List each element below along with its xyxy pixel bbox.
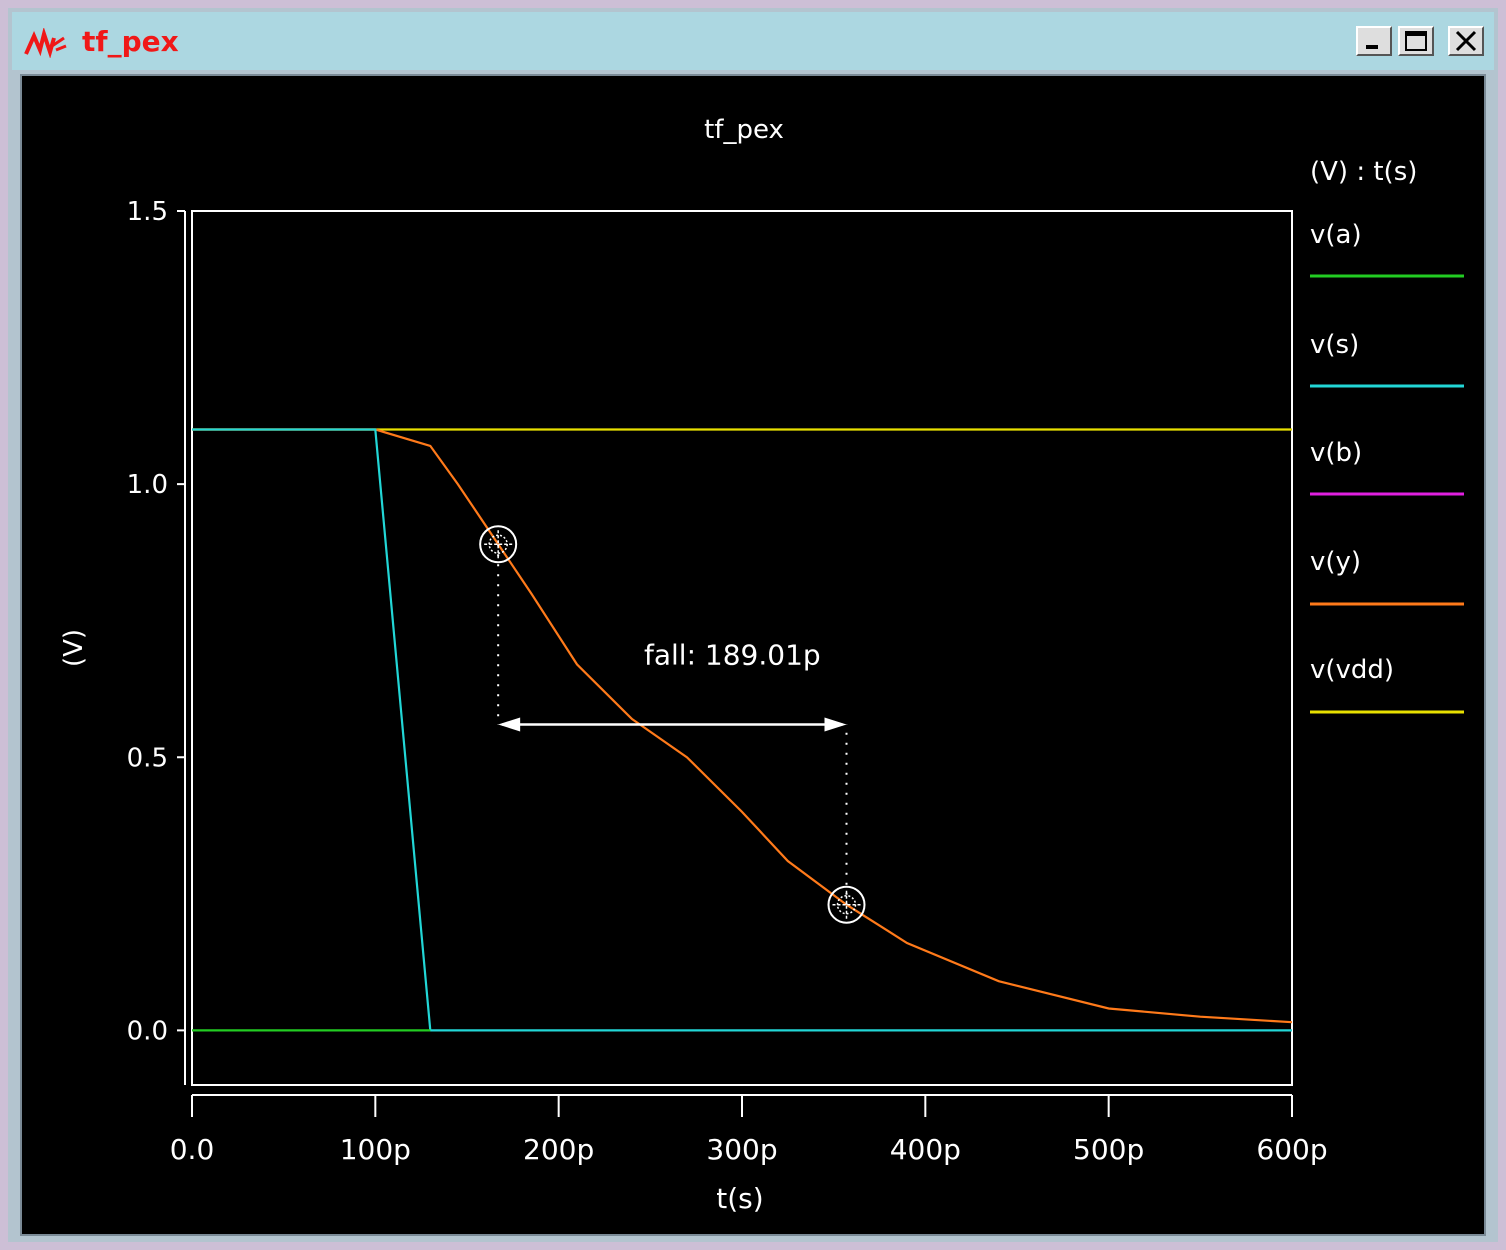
chart-title: tf_pex xyxy=(704,115,784,145)
maximize-button[interactable] xyxy=(1398,26,1434,56)
series-layer xyxy=(192,428,1293,1032)
axes: 0.0 0.5 1.0 1.5 0.0 100p 200p 300p 400p 500p 600p xyxy=(127,197,1328,1166)
app-window: tf_pex tf_pex (V) t(s) (V) : t(s) 0.0 0.5… xyxy=(8,8,1498,1242)
close-button[interactable] xyxy=(1448,26,1484,56)
legend-item[interactable]: v(a) xyxy=(1310,220,1464,278)
x-tick-label: 600p xyxy=(1256,1133,1327,1166)
legend-label: v(a) xyxy=(1310,220,1362,250)
crosshair-ring xyxy=(479,525,518,564)
legend-item[interactable]: v(vdd) xyxy=(1310,655,1464,714)
legend[interactable]: v(a) v(s) v(b) v(y) v(vdd) xyxy=(1310,220,1464,714)
legend-item[interactable]: v(b) xyxy=(1310,438,1464,496)
crosshair-marker-start-icon[interactable] xyxy=(479,525,518,564)
legend-label: v(y) xyxy=(1310,547,1361,577)
x-axis-label: t(s) xyxy=(716,1182,763,1215)
x-tick-label: 500p xyxy=(1073,1133,1144,1166)
legend-label: v(b) xyxy=(1310,438,1362,468)
waveform-app-icon xyxy=(24,28,67,58)
y-tick-label: 1.0 xyxy=(127,470,168,500)
crosshair-ring xyxy=(827,885,866,924)
minimize-icon xyxy=(1366,45,1378,49)
y-tick-label: 0.0 xyxy=(127,1016,168,1046)
series-line-vy xyxy=(192,428,1293,1024)
close-icon xyxy=(1455,30,1477,52)
plot-area[interactable]: tf_pex (V) t(s) (V) : t(s) 0.0 0.5 1.0 1.5 0… xyxy=(20,74,1486,1236)
y-tick-label: 0.5 xyxy=(127,743,168,773)
legend-item[interactable]: v(y) xyxy=(1310,547,1464,606)
title-bar[interactable]: tf_pex xyxy=(12,12,1494,70)
y-tick-label: 1.5 xyxy=(127,197,168,227)
x-tick-label: 100p xyxy=(340,1133,411,1166)
x-tick-label: 0.0 xyxy=(170,1133,215,1166)
arrowhead-right-icon xyxy=(824,717,847,732)
measurement-annotation[interactable]: fall: 189.01p xyxy=(479,525,866,924)
arrowhead-left-icon xyxy=(498,717,521,732)
legend-label: v(s) xyxy=(1310,330,1359,360)
window-title: tf_pex xyxy=(82,25,179,58)
legend-item[interactable]: v(s) xyxy=(1310,330,1464,388)
legend-header: (V) : t(s) xyxy=(1310,157,1417,187)
legend-label: v(vdd) xyxy=(1310,655,1394,685)
x-tick-label: 400p xyxy=(890,1133,961,1166)
x-tick-label: 200p xyxy=(523,1133,594,1166)
series-line-vs xyxy=(192,428,1292,1032)
minimize-button[interactable] xyxy=(1356,26,1392,56)
maximize-icon xyxy=(1405,31,1427,51)
y-axis-label: (V) xyxy=(59,629,89,667)
x-tick-label: 300p xyxy=(706,1133,777,1166)
waveform-chart[interactable]: tf_pex (V) t(s) (V) : t(s) 0.00.51.01.50… xyxy=(22,76,1484,1234)
crosshair-marker-end-icon[interactable] xyxy=(827,885,866,924)
measurement-label: fall: 189.01p xyxy=(644,638,821,671)
plot-frame xyxy=(191,210,1293,1086)
